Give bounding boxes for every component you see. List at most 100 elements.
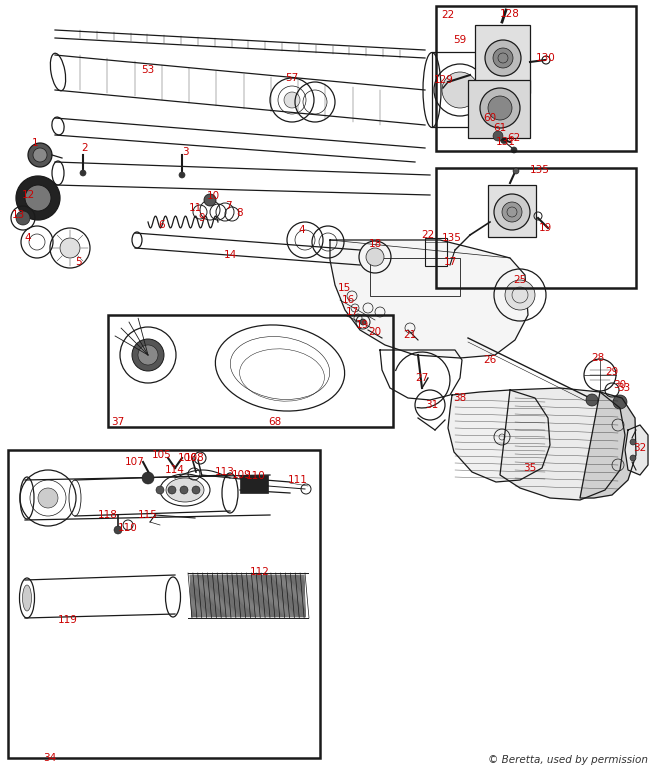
Circle shape [132,339,164,371]
Circle shape [360,319,366,325]
Text: 107: 107 [125,457,145,467]
Text: 135: 135 [530,165,550,175]
Bar [436,168,636,288]
Circle shape [502,202,522,222]
Text: 27: 27 [415,373,428,383]
Text: 62: 62 [508,133,521,143]
Text: 110: 110 [246,471,266,481]
Bar [468,80,530,138]
Text: 35: 35 [523,463,537,473]
Text: 34: 34 [44,753,57,763]
Text: 17: 17 [443,257,456,267]
Text: 20: 20 [369,327,382,337]
Circle shape [485,40,521,76]
Circle shape [28,143,52,167]
Text: 16: 16 [341,295,355,305]
Circle shape [488,96,512,120]
Text: 3: 3 [182,147,188,157]
Text: 109: 109 [232,470,252,480]
Circle shape [505,280,535,310]
Text: 10: 10 [207,191,220,201]
Text: 128: 128 [500,9,520,19]
Text: 18: 18 [369,239,382,249]
Text: 129: 129 [434,75,454,85]
Text: 106: 106 [178,453,198,463]
Circle shape [494,194,530,230]
Text: 13: 13 [12,210,25,220]
Bar [436,6,636,151]
Text: 14: 14 [224,250,237,260]
Text: 4: 4 [25,233,31,243]
Text: 135: 135 [442,233,462,243]
Circle shape [60,238,80,258]
Bar [370,258,460,296]
Text: 105: 105 [152,450,172,460]
Text: 53: 53 [142,65,155,75]
Text: 60: 60 [484,113,497,123]
Circle shape [630,455,636,461]
Text: 7: 7 [225,201,231,211]
Text: 131: 131 [496,137,516,147]
Text: 1: 1 [32,138,38,148]
Text: 33: 33 [618,383,630,393]
Bar [425,238,447,266]
Ellipse shape [23,585,31,611]
Text: 61: 61 [493,123,506,133]
Polygon shape [448,390,550,482]
Text: 26: 26 [484,355,497,365]
Text: 5: 5 [75,257,81,267]
Bar [240,475,268,493]
Polygon shape [580,392,636,498]
Circle shape [513,168,519,174]
Text: 119: 119 [58,615,78,625]
Circle shape [613,395,627,409]
Circle shape [192,486,200,494]
Text: 11: 11 [188,203,202,213]
Ellipse shape [166,478,204,502]
Text: 15: 15 [337,283,350,293]
Text: 17: 17 [345,307,359,317]
Text: © Beretta, used by permission: © Beretta, used by permission [488,755,648,765]
Bar [108,315,393,427]
Circle shape [16,176,60,220]
Circle shape [180,486,188,494]
Circle shape [33,148,47,162]
Circle shape [480,88,520,128]
Text: 115: 115 [138,510,158,520]
Text: 9: 9 [199,213,205,223]
Circle shape [16,211,30,225]
Circle shape [630,439,636,445]
Circle shape [142,472,154,484]
Circle shape [38,488,58,508]
Circle shape [442,72,478,108]
Bar [488,185,536,237]
Polygon shape [330,240,528,358]
Text: 113: 113 [215,467,235,477]
Text: 108: 108 [185,453,205,463]
Circle shape [80,170,86,176]
Text: 19: 19 [538,223,552,233]
Text: 32: 32 [633,443,647,453]
Text: 68: 68 [268,417,281,427]
Circle shape [366,248,384,266]
Text: 12: 12 [21,190,34,200]
Text: 19: 19 [356,320,369,330]
Text: 37: 37 [111,417,125,427]
Text: 112: 112 [250,567,270,577]
Text: 2: 2 [82,143,88,153]
Text: 118: 118 [98,510,118,520]
Text: 110: 110 [118,523,138,533]
Circle shape [179,172,185,178]
Text: 111: 111 [288,475,308,485]
Circle shape [511,147,517,153]
Circle shape [138,345,158,365]
Text: 114: 114 [165,465,185,475]
Polygon shape [625,425,648,475]
Bar [432,52,487,127]
Circle shape [493,131,503,141]
Text: 8: 8 [237,208,243,218]
Bar [475,25,530,93]
Circle shape [586,394,598,406]
Text: 25: 25 [514,275,526,285]
Text: 28: 28 [592,353,604,363]
